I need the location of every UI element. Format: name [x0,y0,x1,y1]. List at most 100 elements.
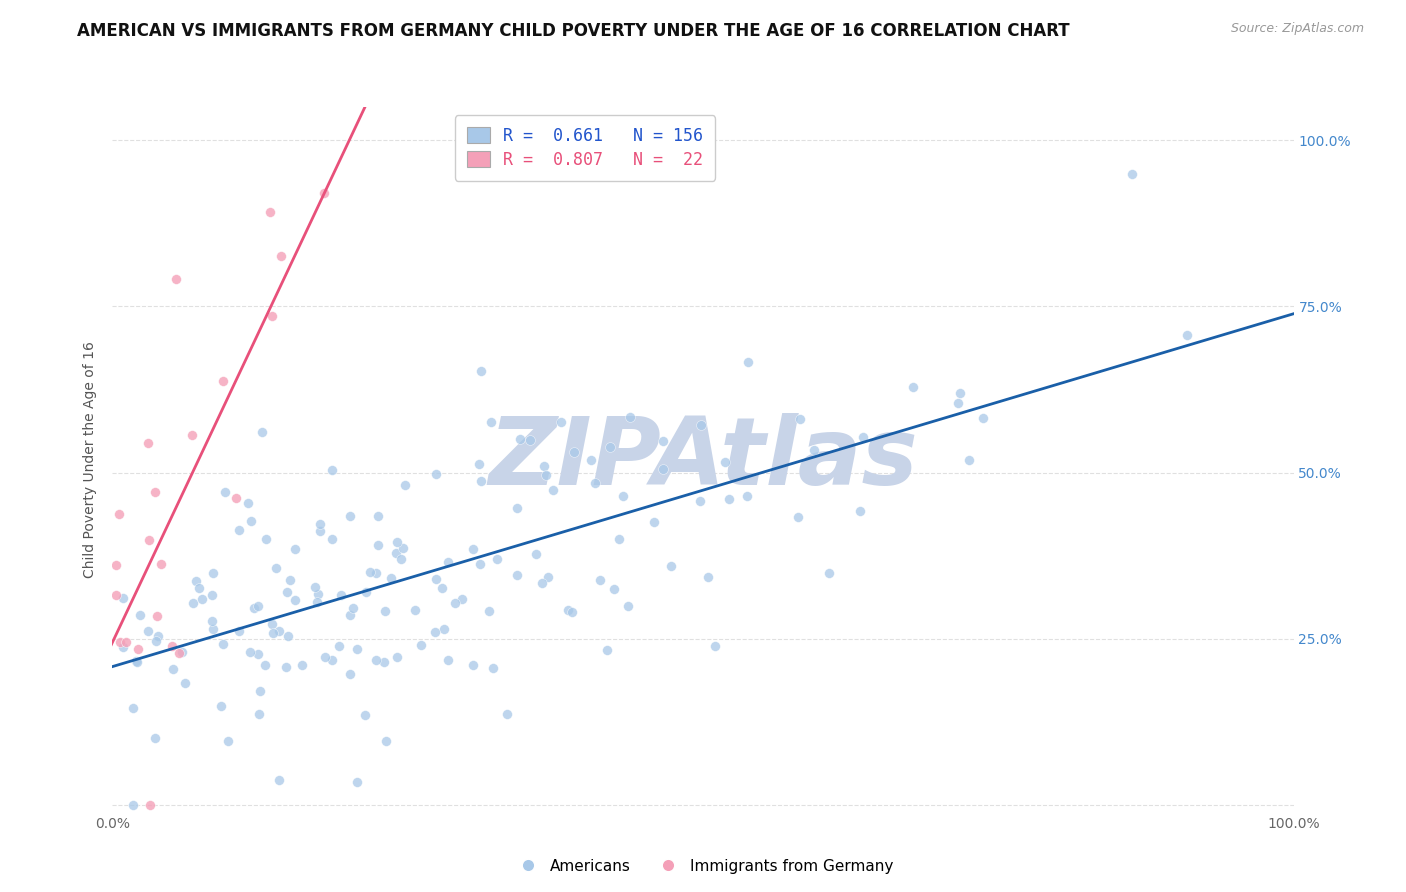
Point [404,603,426,617]
Point [259,204,281,219]
Point [506,568,529,582]
Point [270,249,292,263]
Point [583,476,606,491]
Point [519,433,541,447]
Point [599,440,621,454]
Point [470,474,492,488]
Point [557,602,579,616]
Point [689,494,711,508]
Point [903,380,925,394]
Point [482,661,505,675]
Point [342,600,364,615]
Point [437,555,460,569]
Point [250,425,273,440]
Point [561,605,583,619]
Point [328,639,350,653]
Point [190,591,212,606]
Point [112,640,135,655]
Point [187,581,209,595]
Point [165,271,187,285]
Point [107,507,129,521]
Point [247,706,270,721]
Point [277,629,299,643]
Point [541,483,564,498]
Point [486,551,509,566]
Point [531,576,554,591]
Point [374,604,396,618]
Point [385,649,408,664]
Point [718,491,741,506]
Point [367,508,389,523]
Point [274,660,297,674]
Point [346,774,368,789]
Point [201,622,224,636]
Point [201,566,224,581]
Point [477,603,499,617]
Point [181,428,204,442]
Point [506,501,529,516]
Point [228,624,250,638]
Point [437,653,460,667]
Point [267,624,290,638]
Legend: Americans, Immigrants from Germany: Americans, Immigrants from Germany [506,853,900,880]
Point [125,654,148,668]
Point [145,634,167,648]
Point [260,616,283,631]
Point [595,643,617,657]
Point [321,653,343,667]
Point [737,355,759,369]
Point [735,489,758,503]
Point [127,641,149,656]
Point [392,541,415,555]
Point [148,629,170,643]
Text: AMERICAN VS IMMIGRANTS FROM GERMANY CHILD POVERTY UNDER THE AGE OF 16 CORRELATIO: AMERICAN VS IMMIGRANTS FROM GERMANY CHIL… [77,22,1070,40]
Point [249,683,271,698]
Point [607,532,630,546]
Point [425,467,447,482]
Point [385,545,408,559]
Point [242,601,264,615]
Point [278,574,301,588]
Point [160,639,183,653]
Point [254,532,277,546]
Point [170,645,193,659]
Point [329,588,352,602]
Point [217,734,239,748]
Point [509,432,531,446]
Point [432,622,454,636]
Point [387,535,409,549]
Point [240,514,263,528]
Point [276,585,298,599]
Point [143,731,166,746]
Point [550,415,572,429]
Point [162,662,184,676]
Text: Source: ZipAtlas.com: Source: ZipAtlas.com [1230,22,1364,36]
Point [136,435,159,450]
Point [122,700,145,714]
Point [307,587,329,601]
Point [284,541,307,556]
Point [364,566,387,580]
Point [212,636,235,650]
Point [247,647,270,661]
Point [291,657,314,672]
Point [146,609,169,624]
Point [225,491,247,505]
Point [321,532,343,546]
Point [125,656,148,670]
Point [689,418,711,433]
Point [264,561,287,575]
Point [321,463,343,477]
Point [470,364,492,378]
Point [617,599,640,614]
Point [394,477,416,491]
Point [787,510,810,524]
Point [173,675,195,690]
Point [201,588,224,602]
Point [138,533,160,547]
Point [612,489,634,503]
Point [236,496,259,510]
Point [1121,167,1143,181]
Point [169,646,191,660]
Point [562,445,585,459]
